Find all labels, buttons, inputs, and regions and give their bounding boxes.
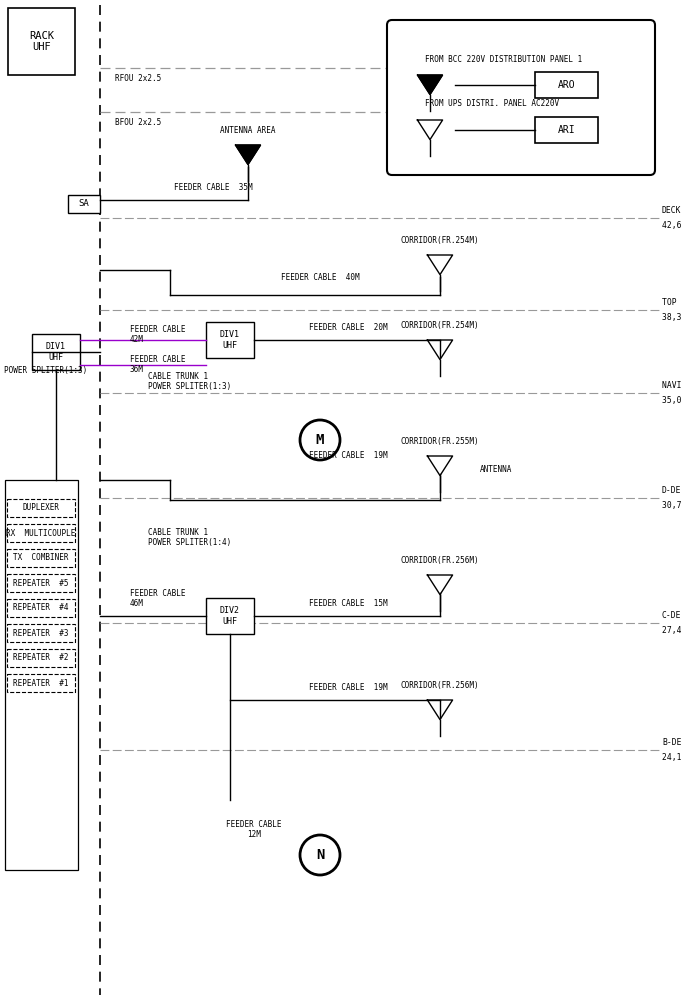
Text: ARI: ARI xyxy=(558,125,575,135)
Text: ANTENNA: ANTENNA xyxy=(480,466,512,475)
Text: POWER SPLITER(1:3): POWER SPLITER(1:3) xyxy=(4,365,87,374)
Text: REPEATER  #5: REPEATER #5 xyxy=(13,578,69,587)
Text: 38,300 A.B.: 38,300 A.B. xyxy=(662,313,681,322)
Bar xyxy=(7,549,75,567)
Bar xyxy=(7,499,75,517)
FancyBboxPatch shape xyxy=(387,20,655,175)
Text: NAVIGATION BRIDGE DECK: NAVIGATION BRIDGE DECK xyxy=(662,381,681,390)
Text: CORRIDOR(FR.256M): CORRIDOR(FR.256M) xyxy=(400,556,479,565)
Text: FEEDER CABLE  19M: FEEDER CABLE 19M xyxy=(308,451,387,460)
Text: REPEATER  #4: REPEATER #4 xyxy=(13,603,69,612)
Text: FEEDER CABLE  40M: FEEDER CABLE 40M xyxy=(281,273,360,282)
Text: FEEDER CABLE
12M: FEEDER CABLE 12M xyxy=(226,820,282,839)
Polygon shape xyxy=(236,145,261,165)
Text: CABLE TRUNK 1
POWER SPLITER(1:3): CABLE TRUNK 1 POWER SPLITER(1:3) xyxy=(148,372,232,391)
Text: TOP DECK: TOP DECK xyxy=(662,298,681,307)
Text: CORRIDOR(FR.255M): CORRIDOR(FR.255M) xyxy=(400,437,479,446)
Text: M: M xyxy=(316,433,324,447)
Bar xyxy=(7,624,75,642)
Text: FEEDER CABLE  15M: FEEDER CABLE 15M xyxy=(308,599,387,608)
Bar xyxy=(32,334,80,370)
Text: 42,600 A.B.: 42,600 A.B. xyxy=(662,221,681,230)
Text: CORRIDOR(FR.256M): CORRIDOR(FR.256M) xyxy=(400,681,479,690)
Text: ANTENNA AREA: ANTENNA AREA xyxy=(220,126,276,135)
Bar xyxy=(206,322,254,358)
Bar xyxy=(5,480,78,870)
Text: FEEDER CABLE
36M: FEEDER CABLE 36M xyxy=(130,355,185,374)
Text: D-DECK: D-DECK xyxy=(662,486,681,495)
Text: DIV2
UHF: DIV2 UHF xyxy=(220,606,240,626)
Text: 27,400 A.B.: 27,400 A.B. xyxy=(662,626,681,635)
Text: RFOU 2x2.5: RFOU 2x2.5 xyxy=(115,74,161,83)
Text: ARO: ARO xyxy=(558,80,575,90)
Text: DIV1
UHF: DIV1 UHF xyxy=(220,330,240,350)
Text: N: N xyxy=(316,848,324,862)
Text: REPEATER  #3: REPEATER #3 xyxy=(13,629,69,638)
Text: FROM BCC 220V DISTRIBUTION PANEL 1: FROM BCC 220V DISTRIBUTION PANEL 1 xyxy=(425,55,582,64)
Text: DIV1
UHF: DIV1 UHF xyxy=(46,342,66,362)
Bar xyxy=(535,72,598,98)
Text: DECK: DECK xyxy=(662,206,681,215)
Bar xyxy=(7,599,75,617)
Bar xyxy=(68,195,100,213)
Text: TX  COMBINER: TX COMBINER xyxy=(13,554,69,562)
Text: FEEDER CABLE  35M: FEEDER CABLE 35M xyxy=(174,183,253,192)
Bar xyxy=(535,117,598,143)
Bar xyxy=(7,524,75,542)
Bar xyxy=(7,649,75,667)
Text: FEEDER CABLE  20M: FEEDER CABLE 20M xyxy=(308,323,387,332)
Text: 35,000 A.B.: 35,000 A.B. xyxy=(662,396,681,405)
Text: 30,700 A.B.: 30,700 A.B. xyxy=(662,501,681,510)
Bar xyxy=(7,574,75,592)
Text: FEEDER CABLE
46M: FEEDER CABLE 46M xyxy=(130,589,185,608)
Text: C-DECK: C-DECK xyxy=(662,611,681,620)
Text: REPEATER  #2: REPEATER #2 xyxy=(13,654,69,662)
Text: FROM UPS DISTRI. PANEL AC220V: FROM UPS DISTRI. PANEL AC220V xyxy=(425,99,559,108)
Text: CABLE TRUNK 1
POWER SPLITER(1:4): CABLE TRUNK 1 POWER SPLITER(1:4) xyxy=(148,528,232,547)
Text: DUPLEXER: DUPLEXER xyxy=(22,504,59,512)
Text: SA: SA xyxy=(78,200,89,209)
Text: BFOU 2x2.5: BFOU 2x2.5 xyxy=(115,118,161,127)
Text: FEEDER CABLE
42M: FEEDER CABLE 42M xyxy=(130,325,185,344)
Text: B-DECK: B-DECK xyxy=(662,738,681,747)
Text: REPEATER  #1: REPEATER #1 xyxy=(13,678,69,688)
Text: FEEDER CABLE  19M: FEEDER CABLE 19M xyxy=(308,683,387,692)
Bar xyxy=(206,598,254,634)
Bar xyxy=(7,674,75,692)
Text: RX  MULTICOUPLE: RX MULTICOUPLE xyxy=(6,528,76,538)
Text: CORRIDOR(FR.254M): CORRIDOR(FR.254M) xyxy=(400,236,479,245)
Text: RACK
UHF: RACK UHF xyxy=(29,31,54,52)
Text: 24,100 A.B.: 24,100 A.B. xyxy=(662,753,681,762)
Bar xyxy=(8,8,75,75)
Polygon shape xyxy=(417,75,443,95)
Text: CORRIDOR(FR.254M): CORRIDOR(FR.254M) xyxy=(400,321,479,330)
